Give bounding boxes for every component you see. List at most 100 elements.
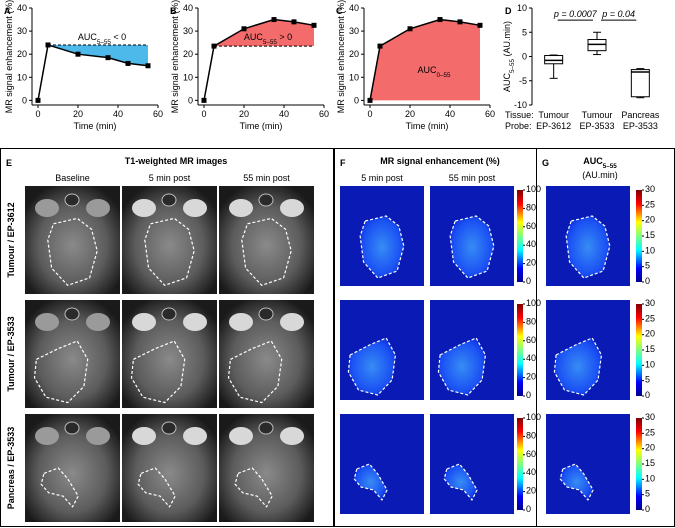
auc-area bbox=[48, 44, 148, 66]
category-label: Pancreas bbox=[621, 110, 660, 120]
data-point bbox=[367, 97, 373, 103]
row-label: Tumour / EP-3612 bbox=[6, 202, 16, 277]
kidney bbox=[183, 427, 207, 445]
label-text: AUC bbox=[244, 32, 264, 42]
data-point bbox=[407, 26, 413, 32]
row-label: Tissue: bbox=[505, 110, 534, 120]
category-label: EP-3533 bbox=[579, 121, 614, 131]
colorbar-label: 15 bbox=[645, 230, 655, 240]
colorbar-label: 15 bbox=[645, 344, 655, 354]
colorbar-label: 40 bbox=[526, 467, 536, 477]
y-tick-label: 20 bbox=[349, 49, 359, 59]
category-label: Tumour bbox=[538, 110, 569, 120]
data-point bbox=[105, 55, 111, 61]
data-line bbox=[369, 18, 481, 101]
data-point bbox=[35, 97, 41, 103]
panel-letter: E bbox=[6, 158, 12, 168]
column-label: 55 min post bbox=[449, 173, 496, 183]
colorbar-label: 60 bbox=[526, 449, 536, 459]
spine bbox=[258, 193, 274, 207]
subscript: 0–55 bbox=[437, 72, 452, 79]
y-axis-label: MR signal enhancement (%) bbox=[4, 0, 14, 113]
auc-area bbox=[214, 19, 314, 47]
row-label: Probe: bbox=[505, 121, 532, 131]
x-tick-label: 0 bbox=[35, 109, 40, 119]
colorbar-label: 20 bbox=[526, 258, 536, 268]
colorbar-label: 40 bbox=[526, 239, 536, 249]
colorbar-label: 5 bbox=[645, 375, 650, 385]
subscript: 5–55 bbox=[97, 39, 112, 46]
kidney bbox=[229, 313, 253, 331]
y-tick-label: 30 bbox=[183, 26, 193, 36]
y-axis-label: MR signal enhancement (%) bbox=[336, 0, 346, 113]
roi-outline bbox=[234, 467, 273, 508]
rich-text: AUC5–55 < 0 bbox=[78, 32, 126, 46]
colorbar bbox=[517, 418, 523, 510]
p-value: p = 0.04 bbox=[601, 9, 635, 19]
y-tick-label: 40 bbox=[17, 3, 27, 13]
kidney bbox=[229, 427, 253, 445]
data-line bbox=[203, 18, 315, 101]
kidney bbox=[280, 427, 304, 445]
label-text: AUC bbox=[417, 65, 437, 75]
y-tick-label: 20 bbox=[17, 49, 27, 59]
kidney bbox=[229, 199, 253, 217]
colorbar-label: 40 bbox=[526, 353, 536, 363]
roi-outline bbox=[359, 215, 405, 279]
kidney bbox=[86, 313, 110, 331]
colorbar-label: 20 bbox=[645, 443, 655, 453]
colorbar-label: 0 bbox=[645, 276, 650, 286]
x-tick-label: 20 bbox=[239, 109, 249, 119]
roi-outline bbox=[449, 215, 495, 279]
panel-subtitle: (AU.min) bbox=[582, 170, 618, 180]
roi-outline bbox=[559, 463, 594, 501]
x-axis-label: Time (min) bbox=[240, 121, 283, 131]
x-tick-label: 0 bbox=[201, 109, 206, 119]
label-text: > 0 bbox=[277, 32, 292, 42]
box bbox=[630, 69, 650, 98]
roi-outline bbox=[33, 340, 89, 404]
roi-outline bbox=[144, 217, 195, 286]
panel-letter: C bbox=[336, 6, 343, 16]
kidney bbox=[86, 199, 110, 217]
x-tick-label: 0 bbox=[367, 109, 372, 119]
roi-outline bbox=[553, 337, 603, 396]
rich-text: AUC5–55 > 0 bbox=[244, 32, 292, 46]
colorbar-label: 80 bbox=[526, 316, 536, 326]
label-text: (AU.min) bbox=[502, 21, 512, 59]
row-label: Tumour / EP-3533 bbox=[6, 316, 16, 391]
data-point bbox=[125, 60, 131, 66]
data-point bbox=[75, 51, 81, 57]
colorbar bbox=[636, 304, 642, 396]
colorbar-label: 10 bbox=[645, 245, 655, 255]
colorbar-label: 25 bbox=[645, 199, 655, 209]
colorbar-label: 60 bbox=[526, 221, 536, 231]
spine bbox=[161, 421, 177, 435]
y-tick-label: 40 bbox=[349, 3, 359, 13]
p-value: p = 0.0007 bbox=[553, 9, 598, 19]
x-tick-label: 20 bbox=[405, 109, 415, 119]
data-point bbox=[201, 97, 207, 103]
colorbar-label: 60 bbox=[526, 335, 536, 345]
colorbar-label: 30 bbox=[645, 184, 655, 194]
roi-outline bbox=[137, 467, 176, 508]
data-point bbox=[291, 19, 297, 25]
data-point bbox=[477, 22, 483, 28]
y-tick-label: 10 bbox=[17, 72, 27, 82]
colorbar-label: 15 bbox=[645, 458, 655, 468]
subscript: 5–55 bbox=[509, 58, 516, 73]
colorbar-label: 0 bbox=[526, 276, 531, 286]
kidney bbox=[35, 313, 59, 331]
x-tick-label: 20 bbox=[73, 109, 83, 119]
x-tick-label: 40 bbox=[445, 109, 455, 119]
colorbar-label: 100 bbox=[526, 184, 541, 194]
y-tick-label: 0 bbox=[188, 95, 193, 105]
category-label: EP-3533 bbox=[623, 121, 658, 131]
panel-title: MR signal enhancement (%) bbox=[380, 156, 500, 166]
label-text: AUC bbox=[583, 156, 603, 166]
colorbar bbox=[636, 418, 642, 510]
kidney bbox=[280, 313, 304, 331]
colorbar-label: 5 bbox=[645, 489, 650, 499]
data-point bbox=[211, 43, 217, 49]
